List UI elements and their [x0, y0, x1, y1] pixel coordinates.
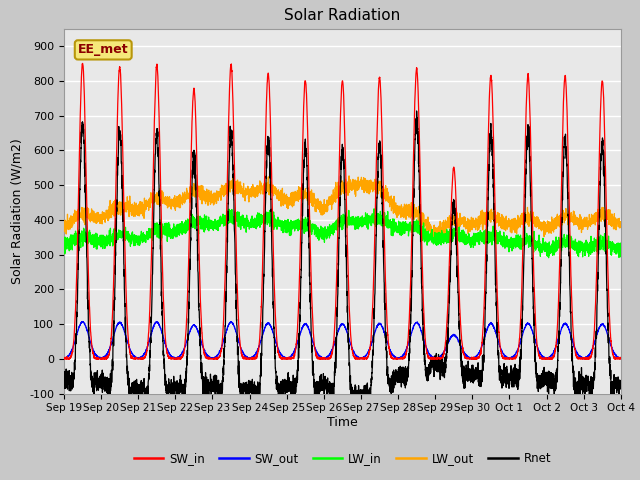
Y-axis label: Solar Radiation (W/m2): Solar Radiation (W/m2): [11, 138, 24, 284]
Text: EE_met: EE_met: [78, 43, 129, 56]
Title: Solar Radiation: Solar Radiation: [284, 9, 401, 24]
Legend: SW_in, SW_out, LW_in, LW_out, Rnet: SW_in, SW_out, LW_in, LW_out, Rnet: [129, 447, 556, 469]
X-axis label: Time: Time: [327, 416, 358, 429]
